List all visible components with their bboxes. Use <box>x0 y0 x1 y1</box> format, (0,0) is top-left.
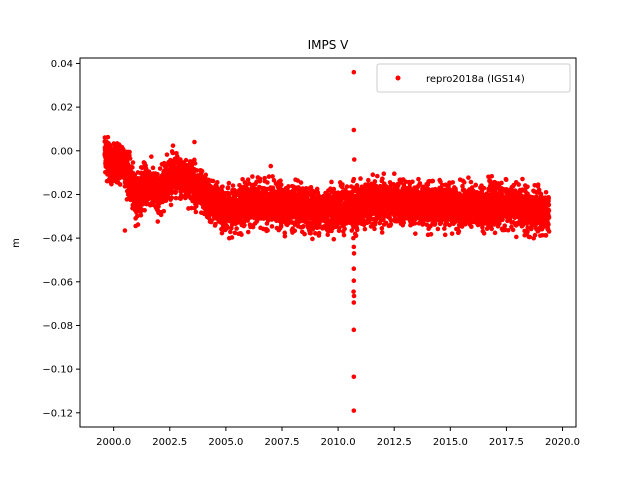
data-point <box>370 172 376 178</box>
data-point <box>391 171 397 177</box>
data-point <box>164 152 170 157</box>
data-point <box>340 182 345 187</box>
data-point <box>220 184 225 189</box>
chart-title: IMPS V <box>308 38 350 52</box>
data-point <box>410 179 415 185</box>
data-point <box>155 171 160 177</box>
data-point <box>245 177 251 182</box>
data-point <box>192 161 198 166</box>
data-point <box>380 176 385 182</box>
data-point <box>135 213 140 219</box>
data-point <box>169 195 175 201</box>
data-point <box>109 181 114 187</box>
data-point <box>358 176 363 181</box>
data-point <box>388 221 394 227</box>
data-point <box>199 168 205 174</box>
data-point <box>366 177 371 183</box>
data-point <box>157 166 163 171</box>
data-point <box>127 156 133 161</box>
data-point <box>117 182 123 187</box>
data-point <box>203 172 209 178</box>
data-point <box>265 180 270 185</box>
data-point <box>242 222 247 228</box>
data-point <box>245 229 251 235</box>
data-point <box>354 227 360 233</box>
data-point <box>379 230 385 235</box>
data-point <box>138 212 144 218</box>
data-point <box>170 150 176 156</box>
data-point <box>156 204 161 209</box>
data-point <box>168 202 174 208</box>
data-point <box>344 184 350 189</box>
data-point <box>142 208 147 213</box>
data-point <box>372 179 378 184</box>
data-point <box>150 165 156 171</box>
data-point <box>282 233 288 239</box>
data-point <box>302 231 307 237</box>
data-point <box>413 231 418 236</box>
data-point <box>250 174 255 179</box>
data-point <box>301 224 306 229</box>
data-point <box>105 134 111 140</box>
data-point <box>225 185 231 190</box>
data-point <box>130 165 135 170</box>
data-point <box>292 228 298 234</box>
data-point <box>120 147 126 152</box>
data-point <box>149 154 154 159</box>
data-point <box>375 173 380 179</box>
data-point <box>257 176 263 182</box>
data-point <box>316 230 322 236</box>
data-point <box>234 226 239 231</box>
data-point <box>230 183 236 188</box>
data-point <box>127 149 132 155</box>
data-point <box>265 228 270 233</box>
data-point <box>308 231 313 236</box>
data-point <box>215 180 220 185</box>
data-point <box>228 229 233 235</box>
data-point <box>239 232 244 237</box>
data-point <box>269 224 275 229</box>
data-point <box>161 208 167 214</box>
data-point <box>329 179 334 185</box>
data-point <box>310 236 315 242</box>
data-point <box>331 186 337 192</box>
data-point <box>342 226 347 232</box>
data-point <box>416 176 421 182</box>
data-point <box>210 178 216 184</box>
data-point <box>381 171 387 177</box>
data-point <box>155 219 161 224</box>
data-point <box>194 203 199 209</box>
data-point <box>401 220 407 225</box>
data-point <box>372 226 377 232</box>
data-point <box>226 180 232 186</box>
data-point <box>130 160 136 165</box>
data-point <box>278 178 283 183</box>
data-point <box>183 157 189 163</box>
data-point <box>158 212 164 218</box>
data-points <box>102 69 552 413</box>
data-point <box>135 222 141 227</box>
data-point <box>362 226 368 232</box>
data-point <box>170 143 176 148</box>
data-point <box>298 180 304 185</box>
data-point <box>279 182 284 188</box>
data-point <box>193 209 199 215</box>
data-point <box>229 235 235 240</box>
data-point <box>270 174 275 179</box>
data-point <box>341 232 347 238</box>
data-point <box>331 236 337 242</box>
data-point <box>379 226 385 231</box>
